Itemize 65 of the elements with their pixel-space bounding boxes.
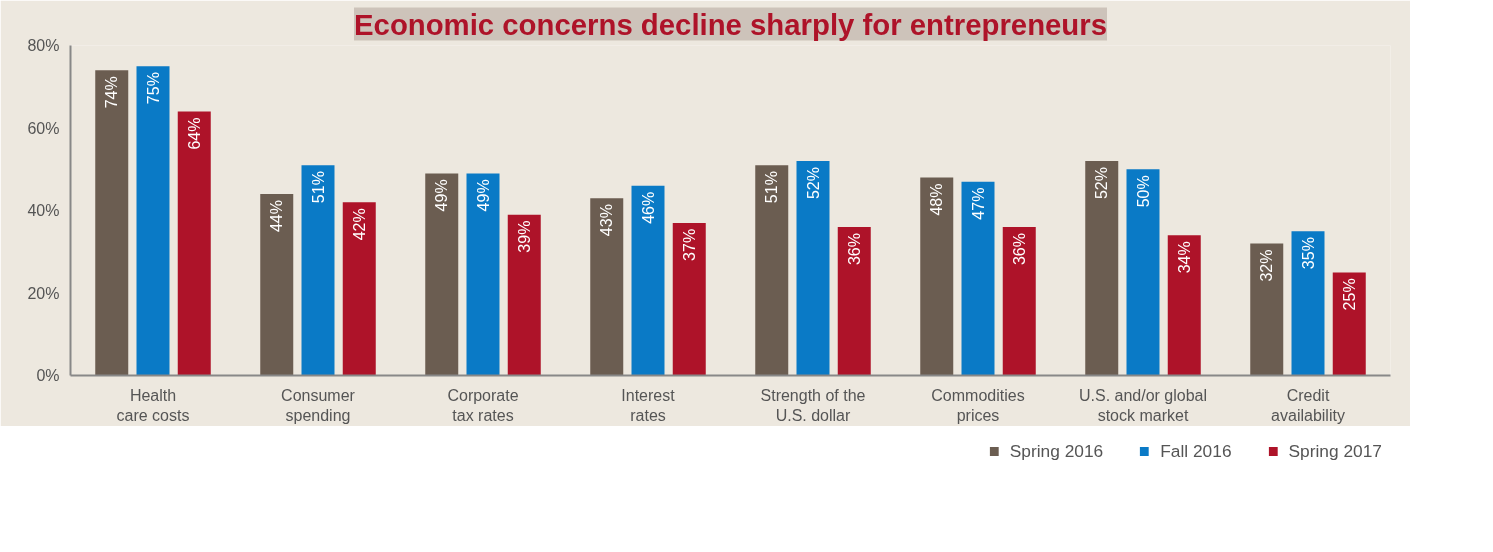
data-label: 32% [1258,249,1276,282]
bar [796,161,830,376]
bar [177,111,211,376]
bar [1167,235,1201,376]
data-label: 46% [639,191,657,224]
bar [837,227,871,376]
bar [1085,161,1119,376]
bar [961,181,995,376]
bar [95,70,129,376]
x-tick-label: Commodities prices [931,386,1025,424]
data-label: 35% [1299,237,1317,270]
bar [425,173,459,376]
data-label: 52% [804,166,822,200]
data-label: 37% [680,228,698,261]
bar [1250,243,1284,376]
x-tick-label: U.S. and/or global stock market [1078,386,1208,424]
data-label: 36% [845,232,863,266]
y-tick-label: 40% [27,202,60,219]
chart-title: Economic concerns decline sharply for entrepreneurs [354,7,1107,41]
x-tick-label: Consumer spending [281,386,356,424]
bar [136,66,170,376]
data-label: 47% [969,187,987,220]
bar [507,214,541,376]
data-label: 64% [185,117,203,150]
data-label: 74% [103,76,121,109]
bar [466,173,500,376]
bar [920,177,954,376]
legend-label: Spring 2016 [1009,440,1104,462]
bar [342,202,376,376]
y-tick-label: 80% [27,37,60,54]
x-tick-label: Corporate tax rates [447,386,519,424]
bar [590,198,624,376]
legend-label: Spring 2017 [1288,440,1382,462]
bar [1126,169,1160,376]
x-tick-label: Strength of the U.S. dollar [760,386,866,424]
x-tick-label: Credit availability [1271,386,1345,424]
data-label: 49% [433,179,451,212]
data-label: 44% [268,199,286,233]
bar [260,194,294,376]
bar [631,185,665,376]
x-tick-label: Interest rates [621,386,676,424]
y-tick-label: 60% [27,119,60,137]
bar [755,165,789,376]
data-label: 52% [1093,166,1111,200]
y-tick-label: 20% [27,284,60,302]
legend-label: Fall 2016 [1160,440,1232,462]
data-label: 48% [928,183,946,216]
data-label: 36% [1010,232,1028,266]
data-label: 34% [1175,241,1193,274]
bar [1002,227,1036,376]
bar [1332,272,1366,376]
data-label: 75% [144,72,162,105]
y-tick-label: 0% [36,367,60,384]
x-tick-label: Health care costs [116,386,190,424]
data-label: 39% [515,220,533,253]
data-label: 51% [763,171,781,204]
data-label: 43% [598,204,616,237]
bar [301,165,335,376]
data-label: 51% [309,171,327,204]
data-label: 49% [474,179,492,212]
data-label: 25% [1340,278,1358,311]
bar [1291,231,1325,376]
data-label: 50% [1134,175,1152,208]
bar [672,222,706,376]
data-label: 42% [350,208,368,241]
